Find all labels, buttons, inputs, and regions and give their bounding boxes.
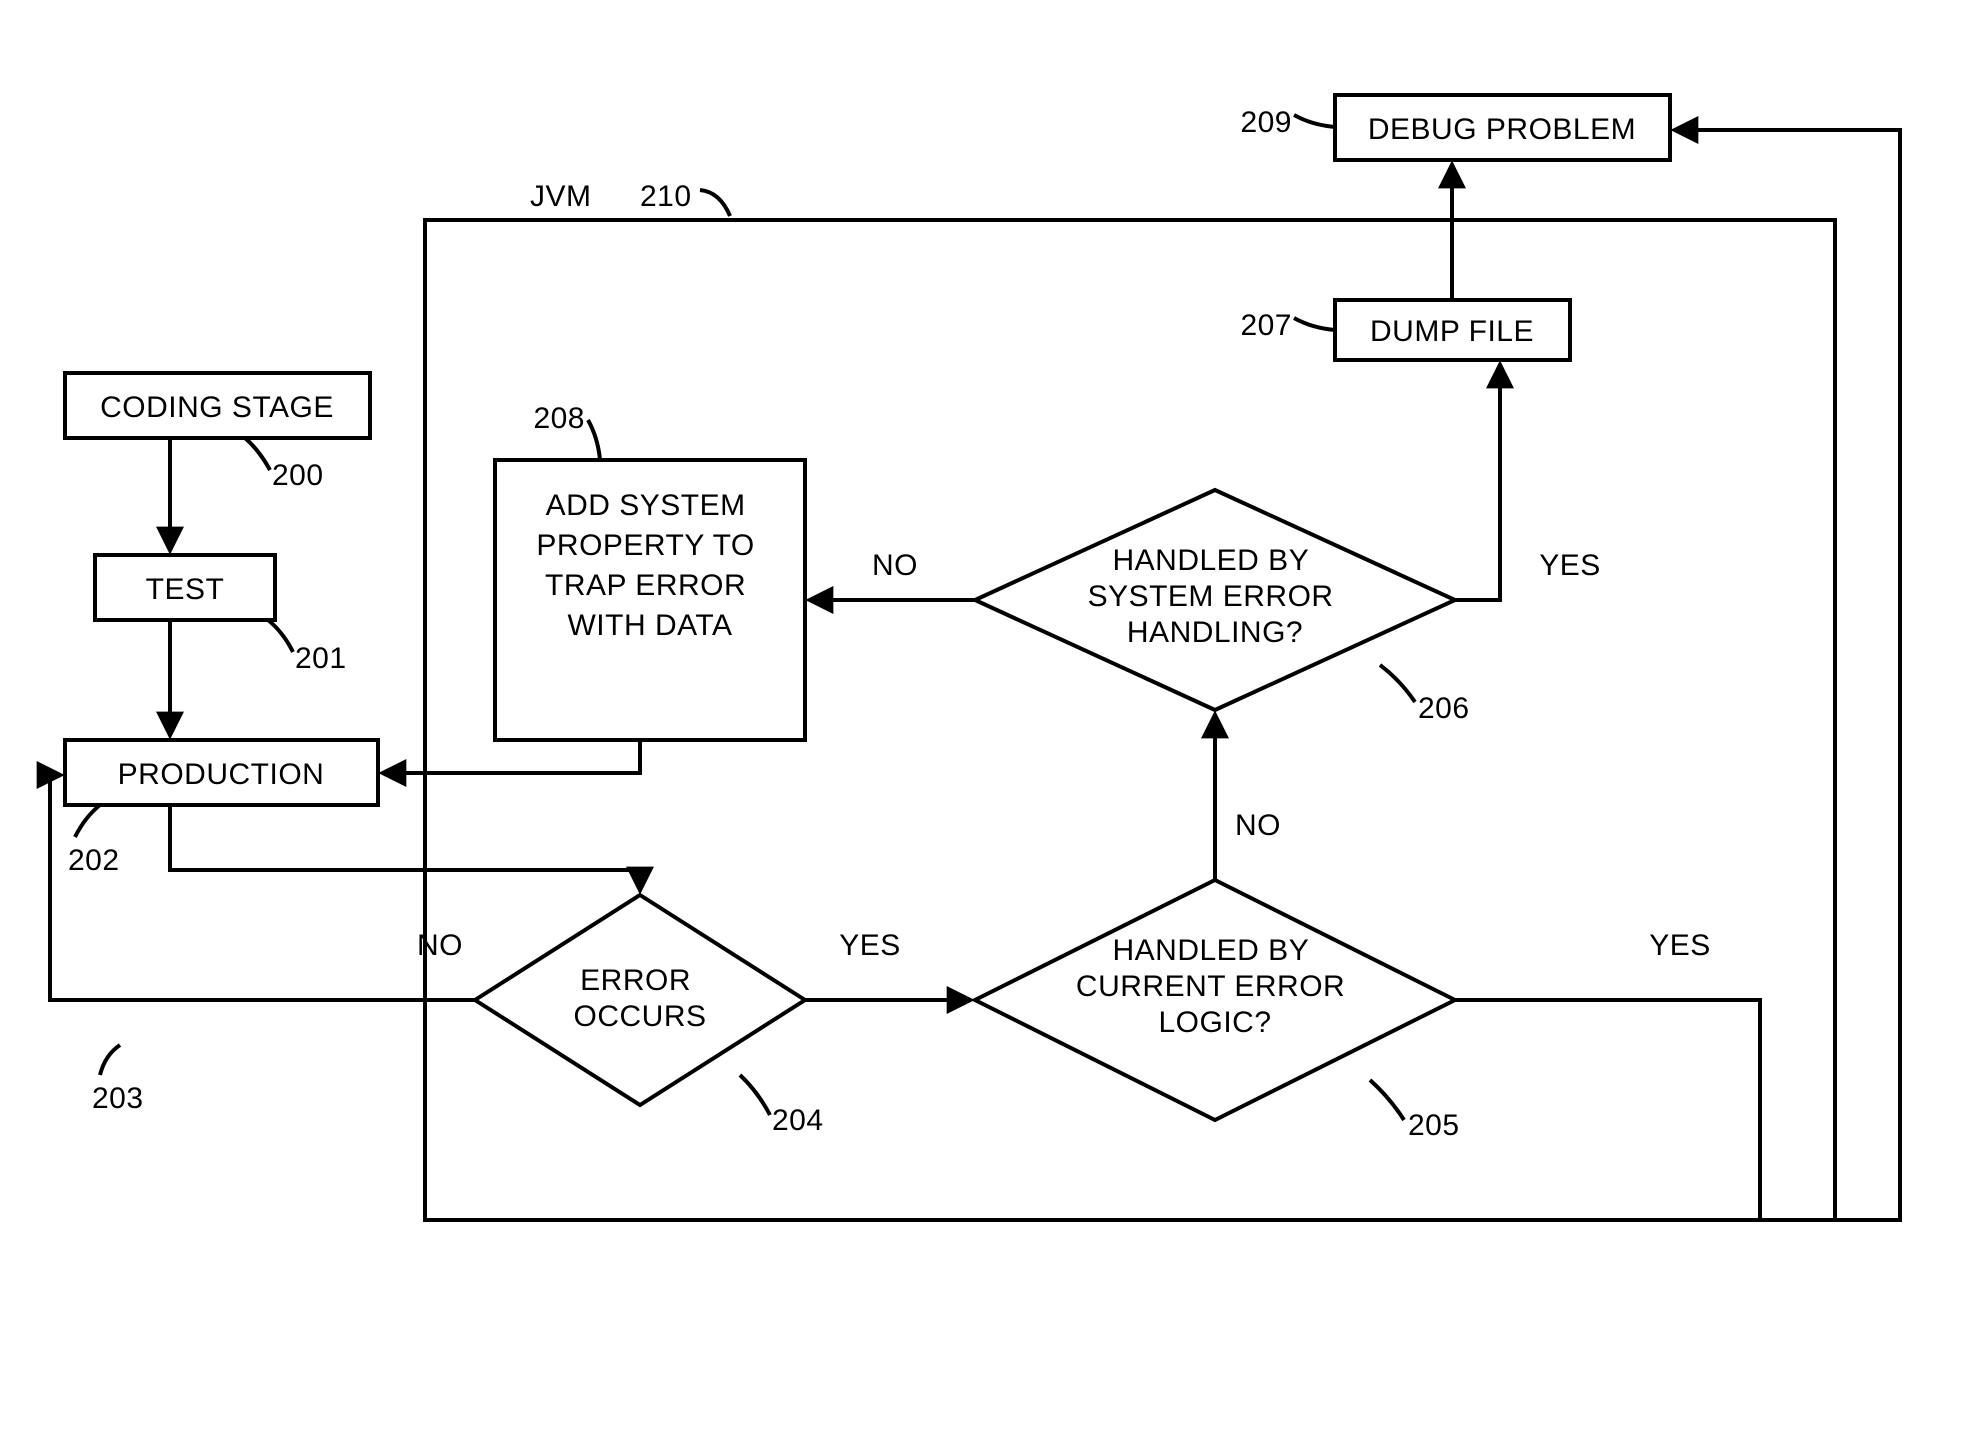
leader-202 — [75, 805, 100, 837]
ref-200: 200 — [272, 459, 324, 492]
label-production: PRODUCTION — [118, 758, 325, 791]
jvm-label: JVM — [530, 180, 592, 213]
label-cel-no: NO — [1235, 809, 1281, 842]
label-seh-no: NO — [872, 549, 918, 582]
label-debug-problem: DEBUG PROBLEM — [1368, 113, 1636, 146]
label-error-no: NO — [417, 929, 463, 962]
label-cel-yes: YES — [1649, 929, 1711, 962]
ref-205: 205 — [1408, 1109, 1460, 1142]
jvm-ref: 210 — [640, 180, 692, 213]
ref-204: 204 — [772, 1104, 824, 1137]
label-test: TEST — [146, 573, 225, 606]
label-seh-yes: YES — [1539, 549, 1601, 582]
ref-207: 207 — [1240, 309, 1292, 342]
ref-208: 208 — [533, 402, 585, 435]
label-dump-file: DUMP FILE — [1370, 315, 1534, 348]
ref-203: 203 — [92, 1082, 144, 1115]
leader-200 — [245, 438, 270, 470]
leader-210 — [700, 190, 730, 216]
ref-209: 209 — [1240, 106, 1292, 139]
ref-202: 202 — [68, 844, 120, 877]
leader-203 — [100, 1045, 120, 1075]
leader-209 — [1294, 115, 1335, 127]
ref-201: 201 — [295, 642, 347, 675]
ref-206: 206 — [1418, 692, 1470, 725]
label-coding-stage: CODING STAGE — [100, 391, 334, 424]
leader-201 — [268, 620, 293, 652]
edge-error-no — [50, 775, 475, 1000]
label-error-yes: YES — [839, 929, 901, 962]
